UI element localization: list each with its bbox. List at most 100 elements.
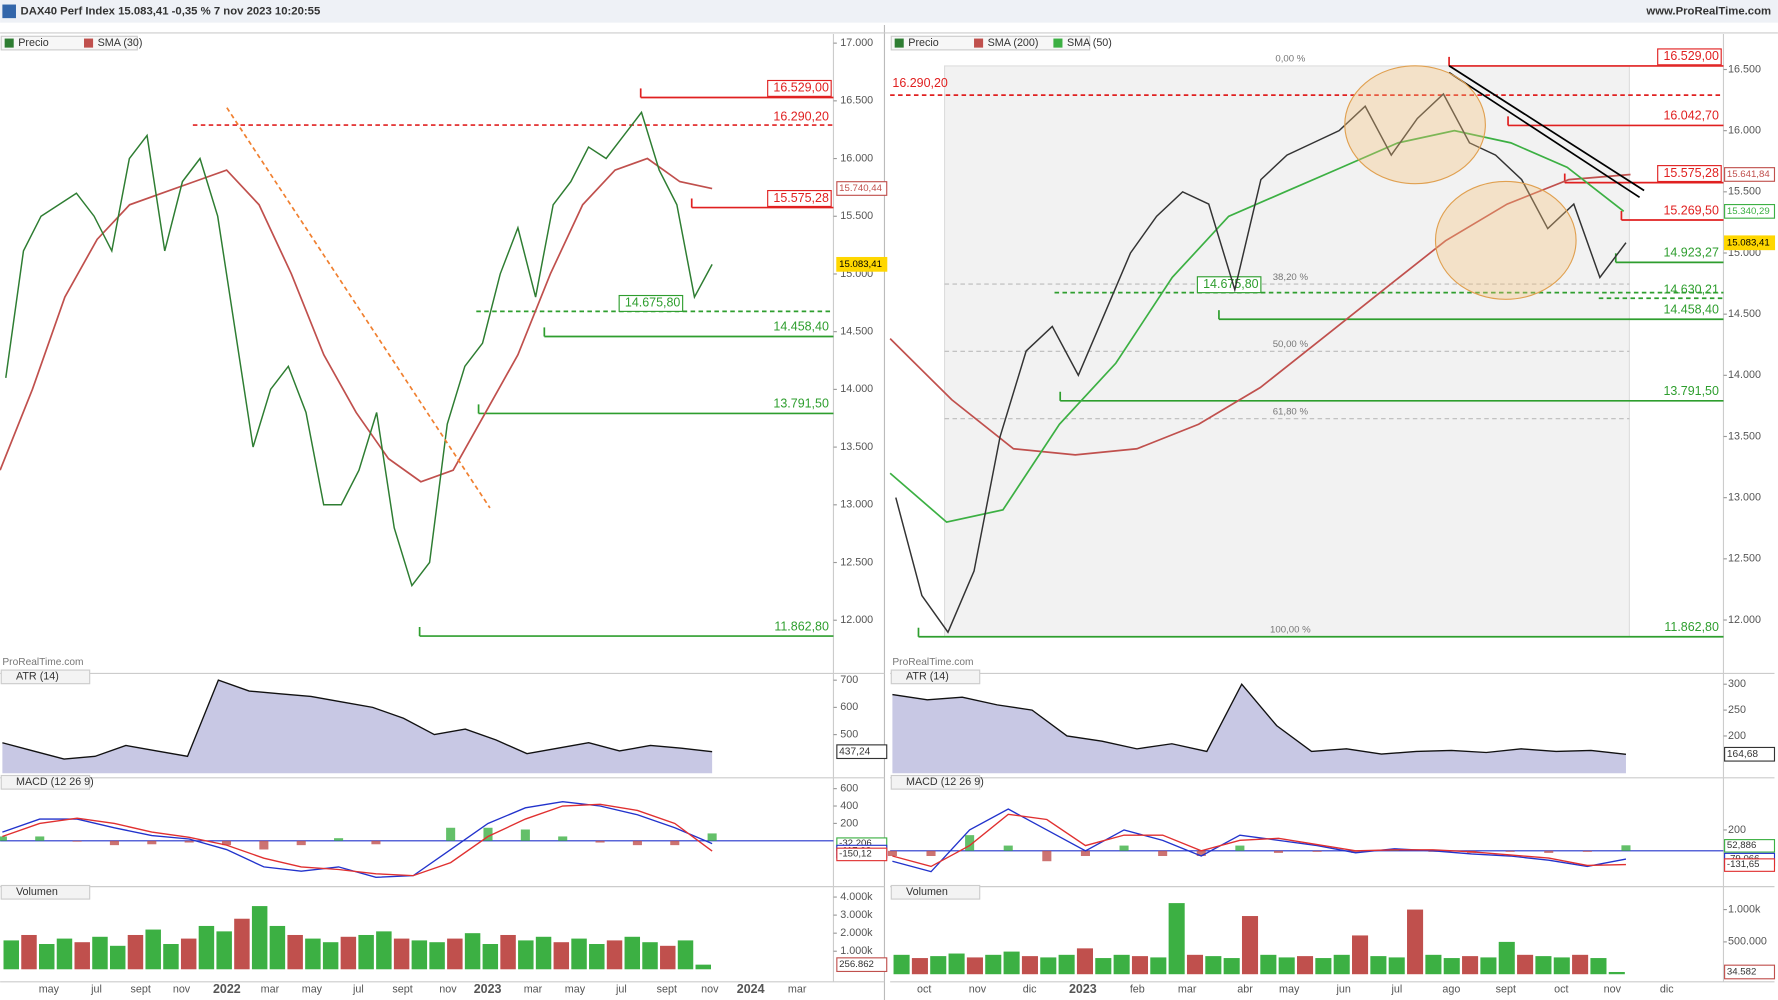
panel-tag bbox=[0, 774, 91, 790]
fib-label: 61,80 % bbox=[1273, 406, 1309, 417]
level-label: 15.269,50 bbox=[1663, 203, 1719, 217]
level-label: 15.575,28 bbox=[773, 191, 829, 205]
macd-histogram bbox=[1003, 845, 1013, 851]
volume-bar bbox=[1572, 954, 1589, 975]
panel-title: ATR (14) bbox=[906, 671, 949, 683]
macd-histogram bbox=[887, 850, 897, 857]
sma-line bbox=[0, 157, 713, 483]
volume-bar bbox=[1535, 956, 1552, 975]
level-label: 14.675,80 bbox=[625, 296, 681, 310]
highlight-ellipse bbox=[1434, 180, 1577, 300]
y-tick-label: 14.000 bbox=[840, 383, 873, 395]
volume-bar bbox=[1315, 958, 1332, 975]
volume-bar bbox=[1296, 956, 1314, 975]
panel-tag bbox=[890, 774, 981, 790]
volume-bar bbox=[1553, 957, 1570, 975]
y-tick-label: 13.000 bbox=[840, 499, 873, 511]
volume-bar bbox=[1480, 957, 1497, 975]
volume-bar bbox=[21, 934, 37, 970]
trend-line bbox=[226, 107, 491, 509]
macd-histogram bbox=[707, 833, 717, 841]
y-tick-label: 700 bbox=[840, 674, 858, 686]
legend-entry: SMA (50) bbox=[1067, 37, 1112, 49]
macd-histogram bbox=[109, 840, 119, 846]
axis-value-box bbox=[836, 181, 888, 196]
legend-swatch bbox=[4, 38, 14, 48]
watermark: ProRealTime.com bbox=[2, 657, 83, 668]
axis-value-label: -131,65 bbox=[1727, 859, 1760, 870]
x-tick-label: jul bbox=[615, 984, 627, 996]
volume-bar bbox=[1058, 954, 1075, 975]
atr-area bbox=[2, 680, 713, 774]
axis-value-box bbox=[1724, 964, 1776, 980]
macd-histogram bbox=[1080, 850, 1090, 857]
macd-histogram bbox=[1235, 845, 1245, 851]
level-label: 11.862,80 bbox=[1664, 620, 1719, 634]
y-tick-label: 1.000k bbox=[1728, 903, 1761, 915]
panel-tag bbox=[890, 884, 981, 900]
volume-bar bbox=[1076, 948, 1093, 975]
volume-bar bbox=[39, 944, 55, 970]
macd-histogram bbox=[1351, 850, 1361, 853]
x-tick-label: jul bbox=[1391, 984, 1403, 996]
volume-bar bbox=[180, 938, 197, 970]
volume-bar bbox=[624, 936, 641, 970]
level-label: 16.529,00 bbox=[1663, 49, 1719, 63]
x-tick-label: abr bbox=[1237, 984, 1253, 996]
y-tick-label: 500 bbox=[840, 728, 858, 740]
x-tick-label: 2024 bbox=[737, 982, 765, 996]
macd-histogram bbox=[1196, 850, 1206, 857]
volume-bar bbox=[660, 945, 676, 970]
macd-histogram bbox=[1273, 850, 1284, 853]
volume-bar bbox=[447, 938, 463, 970]
axis-value-label: 15.641,84 bbox=[1727, 169, 1770, 180]
macd-histogram bbox=[259, 840, 269, 850]
volume-bar bbox=[1462, 956, 1479, 975]
atr-area bbox=[892, 684, 1626, 774]
volume-bar bbox=[1425, 954, 1442, 975]
volume-bar bbox=[966, 957, 983, 975]
x-tick-label: 2023 bbox=[474, 982, 502, 996]
level-label: 13.791,50 bbox=[1663, 384, 1719, 398]
macd-line bbox=[892, 808, 1627, 873]
volume-bar bbox=[340, 936, 357, 970]
axis-value-label: 15.740,44 bbox=[839, 183, 882, 194]
volume-bar bbox=[695, 964, 711, 970]
x-tick-label: may bbox=[302, 984, 323, 996]
volume-bar bbox=[911, 958, 928, 975]
trend-line bbox=[1448, 65, 1645, 192]
macd-histogram bbox=[147, 840, 157, 845]
legend-box bbox=[0, 35, 138, 51]
panel-title: Volumen bbox=[906, 886, 948, 898]
axis-value-box bbox=[1724, 167, 1776, 182]
volume-bar bbox=[376, 931, 392, 970]
x-tick-label: jun bbox=[1335, 984, 1350, 996]
x-tick-label: sept bbox=[392, 984, 412, 996]
y-tick-label: 12.500 bbox=[1728, 553, 1761, 565]
x-tick-label: mar bbox=[524, 984, 543, 996]
axis-value-label: -32,206 bbox=[839, 838, 872, 849]
panel-title: MACD (12 26 9) bbox=[16, 776, 94, 788]
volume-bar bbox=[482, 944, 499, 970]
axis-value-box bbox=[1724, 839, 1776, 853]
axis-value-label: 15.083,41 bbox=[1727, 237, 1770, 248]
volume-bar bbox=[358, 934, 374, 970]
volume-bar bbox=[985, 954, 1002, 975]
legend-entry: Precio bbox=[908, 37, 939, 49]
x-tick-label: mar bbox=[1178, 984, 1197, 996]
y-tick-label: 400 bbox=[840, 800, 858, 812]
macd-histogram bbox=[184, 840, 194, 843]
macd-histogram bbox=[483, 827, 493, 841]
axis-value-label: 437,24 bbox=[839, 746, 870, 757]
fib-label: 0,00 % bbox=[1275, 54, 1305, 65]
level-box bbox=[1657, 48, 1722, 66]
macd-histogram bbox=[926, 850, 936, 857]
y-tick-label: 4.000k bbox=[840, 891, 873, 903]
fib-label: 50,00 % bbox=[1273, 339, 1309, 350]
volume-bar bbox=[1608, 971, 1625, 975]
volume-bar bbox=[1370, 956, 1387, 975]
level-label: 13.791,50 bbox=[773, 397, 829, 411]
volume-bar bbox=[1388, 957, 1405, 975]
volume-bar bbox=[571, 938, 587, 970]
header-title: DAX40 Perf Index 15.083,41 -0,35 % 7 nov… bbox=[21, 5, 321, 17]
